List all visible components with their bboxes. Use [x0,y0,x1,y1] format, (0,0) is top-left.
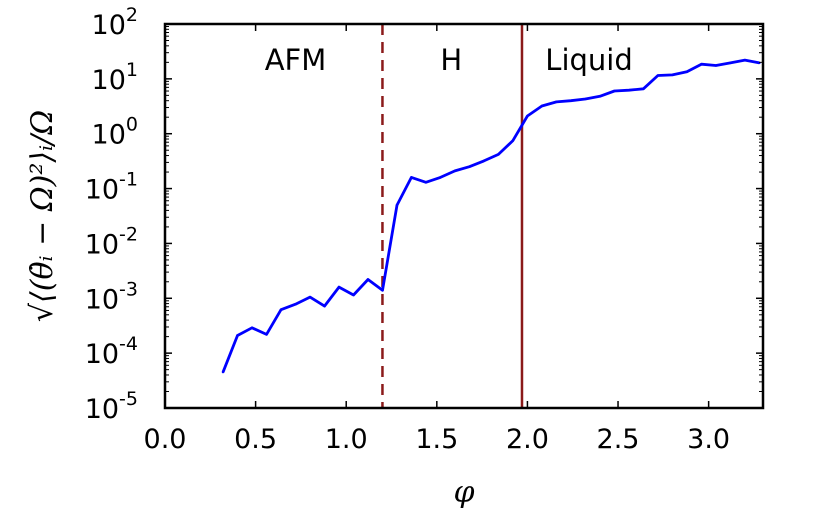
data-point [729,61,732,65]
y-tick-label: 10-3 [85,278,138,315]
y-tick-label: 10-1 [85,169,138,206]
data-point [584,97,587,101]
plot-area: AFM H Liquid [221,24,761,408]
data-point [555,100,558,104]
data-point [685,70,689,73]
data-point [439,176,442,179]
data-point [700,63,703,66]
data-point [598,95,602,98]
x-tick-label: 0.0 [144,424,187,455]
data-point [511,139,515,142]
data-point [366,278,370,281]
x-tick-label: 2.0 [506,424,549,455]
data-point [381,289,384,292]
data-point [352,293,355,297]
data-point [410,176,413,179]
data-point [424,181,428,184]
data-point [627,89,631,92]
data-point [221,370,225,374]
axis-labels: 0.0 0.5 1.0 1.5 2.0 2.5 3.0 10-5 10-4 10-3 10-2 10-… [85,4,730,455]
x-tick-label: 3.0 [687,424,730,455]
data-point [540,104,544,108]
data-point [395,203,399,207]
y-tick-label: 10-2 [85,223,138,260]
y-axis-label: √⟨(θ̇ᵢ − Ω)²⟩ᵢ/Ω [25,110,60,322]
data-point [294,303,297,306]
plot-frame [163,22,765,410]
x-tick-label: 1.5 [415,424,458,455]
region-label-liquid: Liquid [545,43,632,77]
data-point [279,308,283,311]
region-label-afm: AFM [265,43,327,77]
series-line-1 [221,58,760,373]
x-tick-label: 1.0 [325,424,368,455]
y-tick-label: 102 [92,4,138,41]
data-point [613,89,616,93]
data-point [743,58,747,62]
y-tick-label: 10-4 [85,333,138,370]
data-point [265,333,268,336]
data-point [308,295,312,299]
data-point [714,64,718,67]
data-point [323,304,326,308]
y-tick-label: 100 [92,114,138,151]
data-point [569,99,573,102]
y-axis-label-text: √⟨(θ̇ᵢ − Ω)²⟩ᵢ/Ω [25,110,60,322]
y-tick-label: 101 [92,59,138,96]
y-tick-label: 10-5 [85,388,138,425]
region-label-h: H [440,43,462,77]
data-point [453,169,457,173]
x-tick-label: 2.5 [597,424,640,455]
data-point [642,87,645,90]
data-point [526,114,529,118]
data-point [337,285,341,289]
axis-ticks [164,23,763,409]
data-point [671,73,674,77]
data-point [250,326,254,329]
x-axis-label: φ [453,475,474,510]
data-point [482,159,486,163]
data-point [468,165,471,168]
data-point [656,74,660,77]
x-tick-label: 0.5 [234,424,277,455]
data-point [236,334,239,337]
data-point [497,153,500,156]
